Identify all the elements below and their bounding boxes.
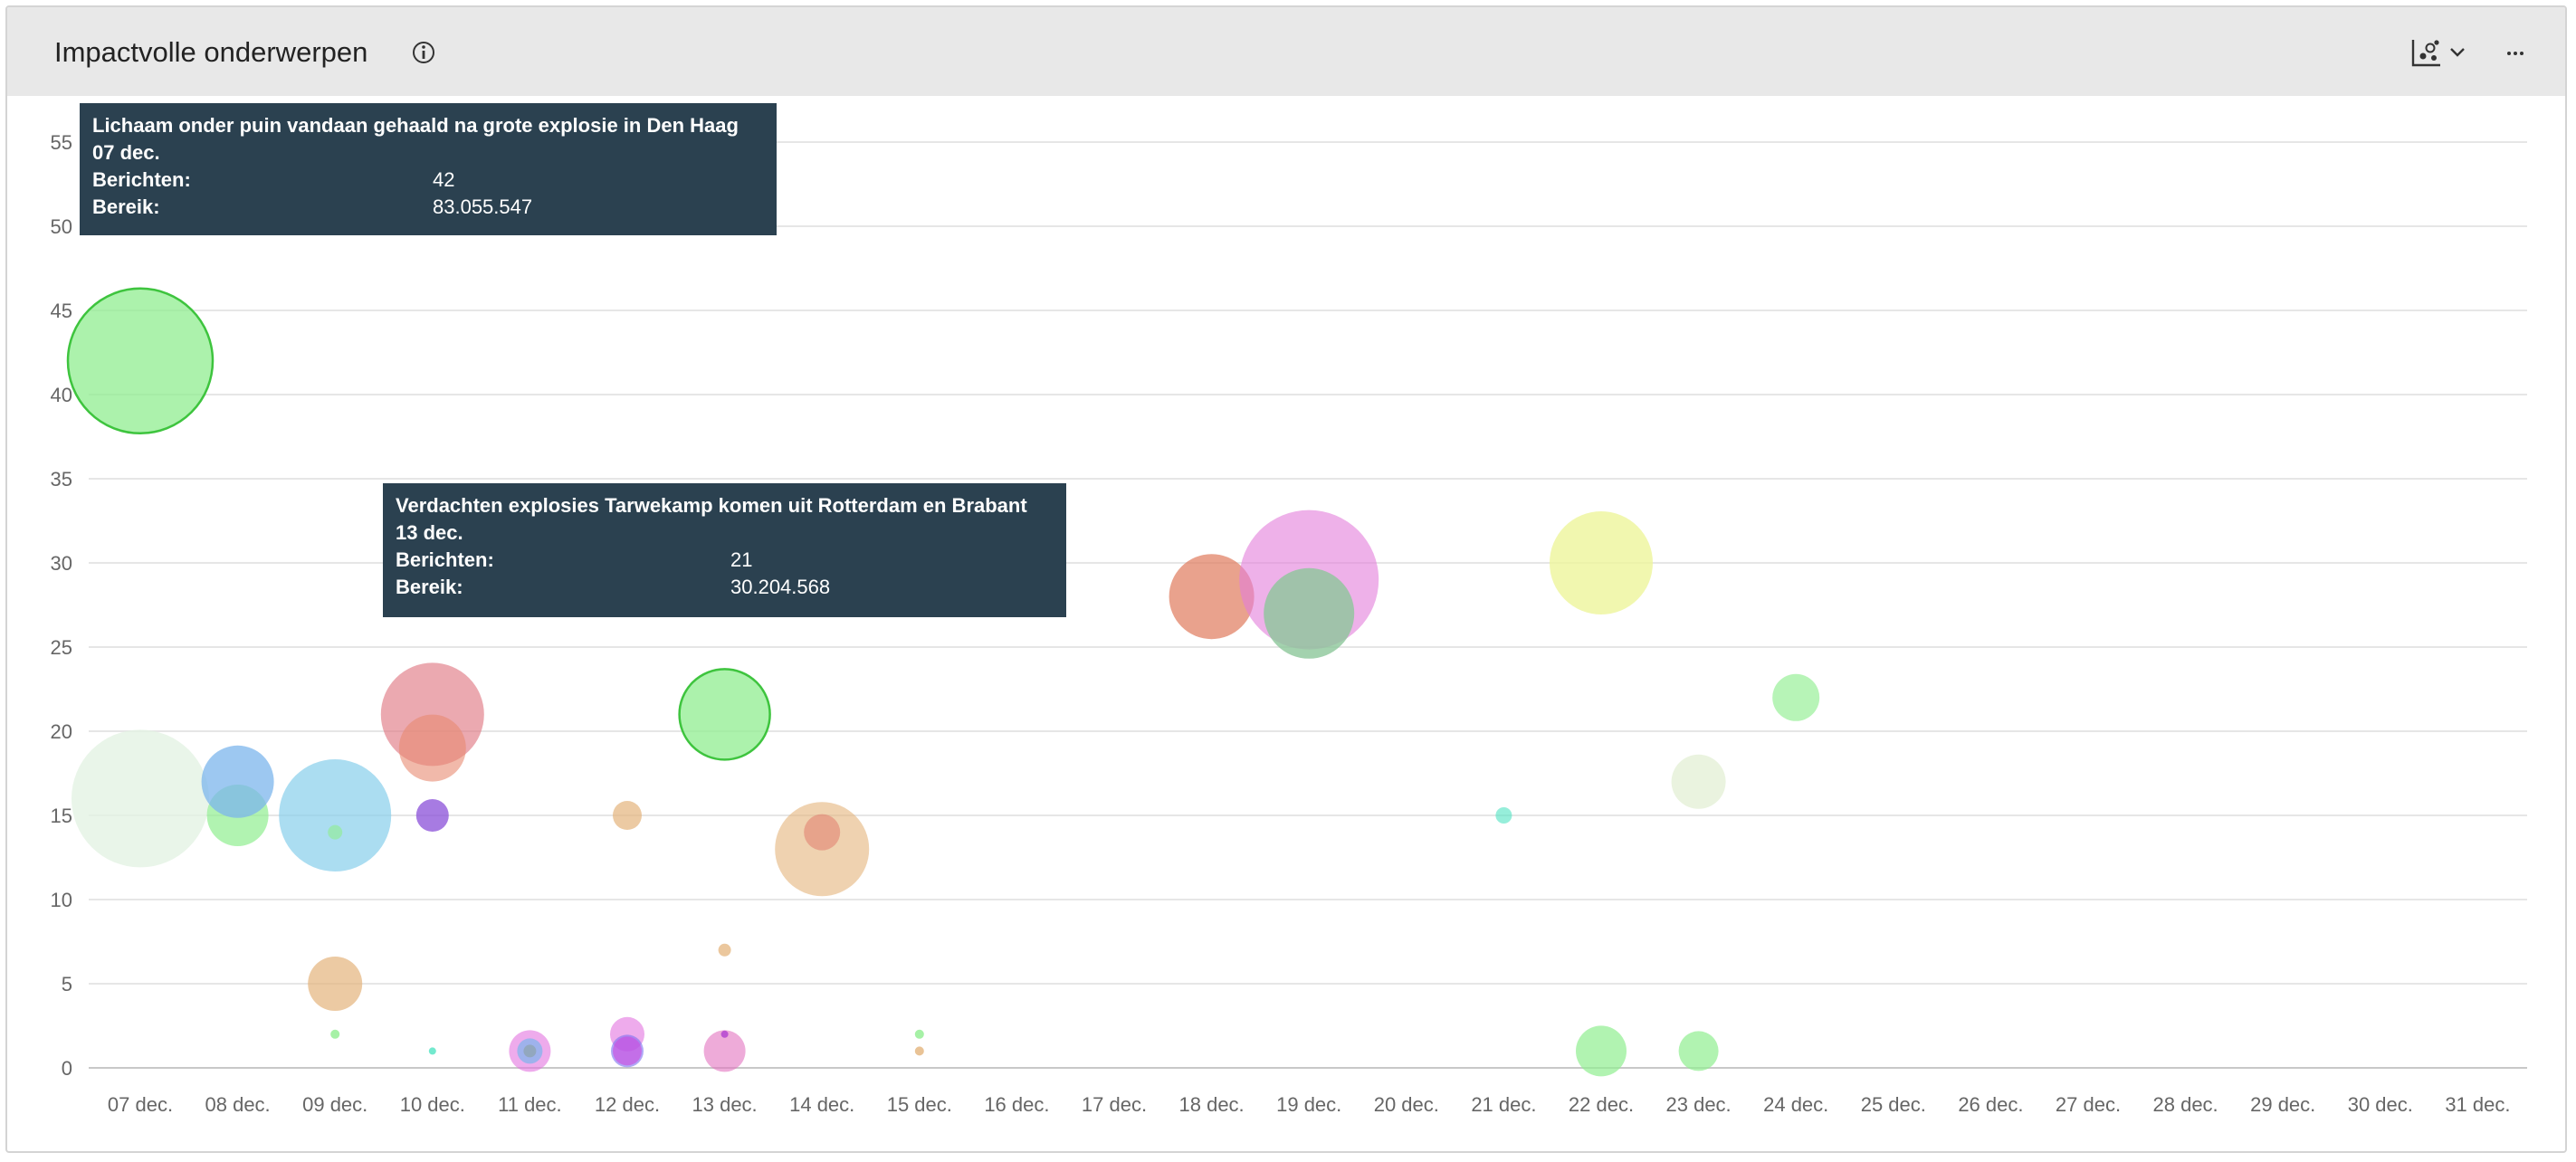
bubble-point [1495,807,1512,824]
y-tick-label: 20 [51,720,72,743]
x-tick-label: 22 dec. [1569,1093,1634,1116]
x-tick-label: 18 dec. [1179,1093,1245,1116]
x-tick-label: 12 dec. [595,1093,660,1116]
bubble-point [703,1030,746,1072]
x-tick-label: 07 dec. [108,1093,173,1116]
tooltip-date: 07 dec. [92,141,160,164]
bubble-chart: 0 5 10 15 20 25 30 35 40 45 50 55 07 dec. 08 dec. 09 d… [51,131,2527,1116]
y-tick-label: 5 [62,973,72,995]
x-tick-label: 10 dec. [400,1093,465,1116]
chart-type-dropdown[interactable] [2409,34,2473,71]
bubble-point [279,759,392,872]
bubble-point [1576,1025,1627,1077]
y-tick-label: 25 [51,636,72,659]
x-tick-label: 13 dec. [692,1093,758,1116]
info-icon[interactable] [411,40,436,65]
y-tick-label: 30 [51,552,72,575]
x-tick-label: 16 dec. [984,1093,1049,1116]
x-tick-label: 20 dec. [1374,1093,1439,1116]
bubble-point [613,801,642,830]
widget-title: Impactvolle onderwerpen [54,36,368,68]
bubble-point [613,1036,642,1066]
y-tick-label: 40 [51,384,72,406]
tooltip-value: 83.055.547 [433,195,533,218]
bubble-point [398,714,466,782]
x-tick-label: 19 dec. [1276,1093,1341,1116]
bubble-point [1169,554,1255,640]
x-tick-label: 21 dec. [1471,1093,1536,1116]
bubble-point [66,287,215,435]
tooltip-label: Berichten: [92,168,191,191]
x-tick-label: 25 dec. [1861,1093,1926,1116]
bubble-point [1264,567,1355,659]
bubble-point [720,1030,729,1038]
x-tick-label: 09 dec. [302,1093,367,1116]
bubble-point [1678,1031,1719,1072]
bubble-chart-icon [2411,40,2440,67]
y-tick-label: 15 [51,805,72,827]
y-tick-label: 55 [51,131,72,154]
bubble-point [201,745,274,818]
bubble-point [330,1029,340,1039]
impact-topics-widget: Impactvolle onderwerpen 0 5 [5,5,2567,1153]
y-tick-label: 45 [51,300,72,322]
x-tick-label: 14 dec. [789,1093,854,1116]
tooltip-label: Bereik: [92,195,160,218]
y-tick-label: 35 [51,468,72,491]
tooltip-value: 42 [433,168,455,191]
tooltip-title: Lichaam onder puin vandaan gehaald na gr… [92,114,739,137]
bubble-point [914,1029,924,1039]
bubble-point [914,1046,924,1056]
x-tick-label: 30 dec. [2348,1093,2413,1116]
x-tick-label: 17 dec. [1082,1093,1147,1116]
chart-tooltip: Lichaam onder puin vandaan gehaald na gr… [80,103,777,235]
x-tick-label: 27 dec. [2056,1093,2121,1116]
y-tick-label: 50 [51,215,72,238]
bubble-point [308,957,363,1011]
x-tick-label: 08 dec. [205,1093,271,1116]
tooltip-title: Verdachten explosies Tarwekamp komen uit… [396,494,1027,517]
x-tick-label: 31 dec. [2445,1093,2510,1116]
widget-header: Impactvolle onderwerpen [7,7,2565,96]
tooltip-row-bereik: Bereik: 83.055.547 [92,194,764,221]
more-horizontal-icon[interactable] [2500,38,2531,69]
y-tick-label: 0 [62,1057,72,1080]
x-tick-label: 29 dec. [2250,1093,2315,1116]
x-tick-label: 15 dec. [887,1093,952,1116]
bubble-point [72,729,209,868]
x-tick-label: 24 dec. [1763,1093,1828,1116]
bubble-point [428,1047,436,1055]
bubble-point [1671,754,1726,809]
tooltip-row-berichten: Berichten: 42 [92,167,764,194]
x-tick-label: 28 dec. [2153,1093,2218,1116]
bubble-point [1550,511,1653,614]
x-tick-label: 26 dec. [1958,1093,2023,1116]
bubble-point [1772,673,1820,721]
x-tick-label: 23 dec. [1666,1093,1732,1116]
y-tick-label: 10 [51,889,72,911]
tooltip-value: 21 [730,548,753,571]
bubble-point [804,814,841,851]
bubble-point [415,799,449,832]
bubble-point [523,1044,537,1058]
bubble-point [718,943,731,957]
tooltip-row-berichten: Berichten: 21 [396,547,1054,574]
bubble-point [678,668,771,761]
x-tick-label: 11 dec. [498,1093,562,1116]
chart-tooltip: Verdachten explosies Tarwekamp komen uit… [383,483,1066,617]
tooltip-label: Bereik: [396,576,463,598]
tooltip-date: 13 dec. [396,521,463,544]
tooltip-value: 30.204.568 [730,576,831,598]
chevron-down-icon [2450,48,2465,57]
bubble-point [328,824,343,840]
tooltip-label: Berichten: [396,548,494,571]
tooltip-row-bereik: Bereik: 30.204.568 [396,574,1054,601]
